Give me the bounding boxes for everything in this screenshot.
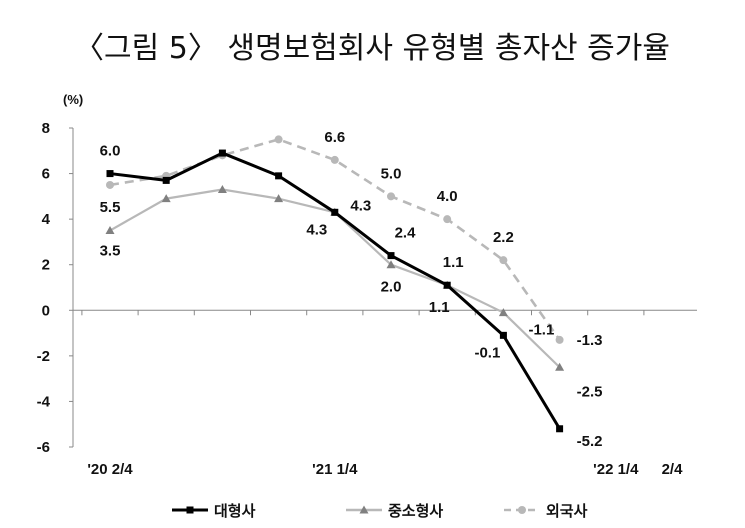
data-point [218, 149, 226, 157]
axes [69, 127, 697, 448]
y-tick-label: -2 [37, 348, 50, 365]
tick-labels: 8 6 4 2 0 -2 -4 -6 '20 2/4 '21 1/4 '22 1/4 2/4 [37, 120, 683, 478]
y-tick-label: 4 [42, 211, 51, 228]
data-label: -5.2 [577, 433, 603, 450]
series-line-1 [109, 151, 561, 430]
data-point [556, 425, 564, 433]
data-label: -2.5 [577, 383, 603, 400]
y-tick-label: 8 [42, 120, 50, 137]
data-point [555, 362, 565, 371]
legend-label: 중소형사 [388, 502, 443, 520]
data-label: 5.5 [100, 199, 121, 216]
data-label: -1.1 [528, 322, 554, 339]
data-point [275, 172, 283, 180]
data-label: 4.3 [350, 197, 371, 214]
chart-title: 〈그림 5〉 생명보험회사 유형별 총자산 증가율 [74, 31, 670, 66]
data-label: 2.2 [493, 229, 514, 246]
data-point [274, 135, 283, 144]
data-point [106, 170, 114, 178]
y-tick-label: -4 [37, 393, 51, 410]
data-point [330, 155, 339, 164]
data-point [105, 226, 115, 235]
data-point [499, 331, 507, 339]
data-point [555, 335, 564, 344]
data-point [106, 180, 114, 189]
y-unit-label: (%) [63, 92, 83, 107]
data-point [161, 194, 171, 203]
data-point [499, 256, 508, 265]
x-tick-label: '22 1/4 [593, 461, 639, 478]
data-point [387, 192, 395, 201]
data-label: 2.4 [395, 225, 417, 242]
data-label: 5.0 [381, 165, 402, 182]
data-point [387, 252, 395, 260]
data-point [331, 208, 339, 216]
data-point [162, 176, 170, 184]
data-point [217, 185, 227, 194]
data-label: 1.1 [443, 254, 464, 271]
data-point [443, 281, 451, 289]
data-labels: 6.0 5.5 3.5 6.6 4.3 4.3 5.0 2.4 2.0 4.0 1.1 1.1 2.2 -… [100, 129, 603, 450]
series-line-3 [109, 138, 561, 341]
data-point [274, 194, 284, 203]
data-label: 6.6 [324, 129, 345, 146]
data-point [498, 308, 508, 317]
data-point [443, 215, 452, 224]
y-tick-label: 6 [42, 166, 50, 183]
series-line-2 [109, 188, 561, 369]
x-tick-label: '20 2/4 [87, 461, 133, 478]
legend-marker [359, 505, 369, 514]
y-tick-label: 0 [42, 302, 50, 319]
legend-item-3: 외국사 [504, 502, 588, 520]
legend-marker [186, 506, 194, 514]
legend-item-2: 중소형사 [346, 502, 443, 520]
legend: 대형사 중소형사 외국사 [172, 502, 588, 520]
data-label: 4.3 [306, 221, 327, 238]
data-label: 6.0 [100, 143, 121, 160]
legend-label: 대형사 [214, 502, 256, 520]
series-layer [105, 135, 565, 433]
x-tick-label: '21 1/4 [312, 461, 358, 478]
y-tick-label: -6 [37, 439, 50, 456]
x-tick-label: 2/4 [662, 461, 684, 478]
y-tick-label: 2 [42, 257, 50, 274]
legend-label: 외국사 [546, 502, 588, 520]
legend-item-1: 대형사 [172, 502, 256, 520]
data-label: 3.5 [100, 243, 121, 260]
legend-marker [518, 506, 526, 514]
data-point [386, 260, 396, 269]
data-label: -1.3 [577, 332, 603, 349]
data-label: 2.0 [381, 279, 402, 296]
data-label: 1.1 [429, 299, 450, 316]
data-label: -0.1 [474, 344, 500, 361]
data-label: 4.0 [437, 188, 458, 205]
